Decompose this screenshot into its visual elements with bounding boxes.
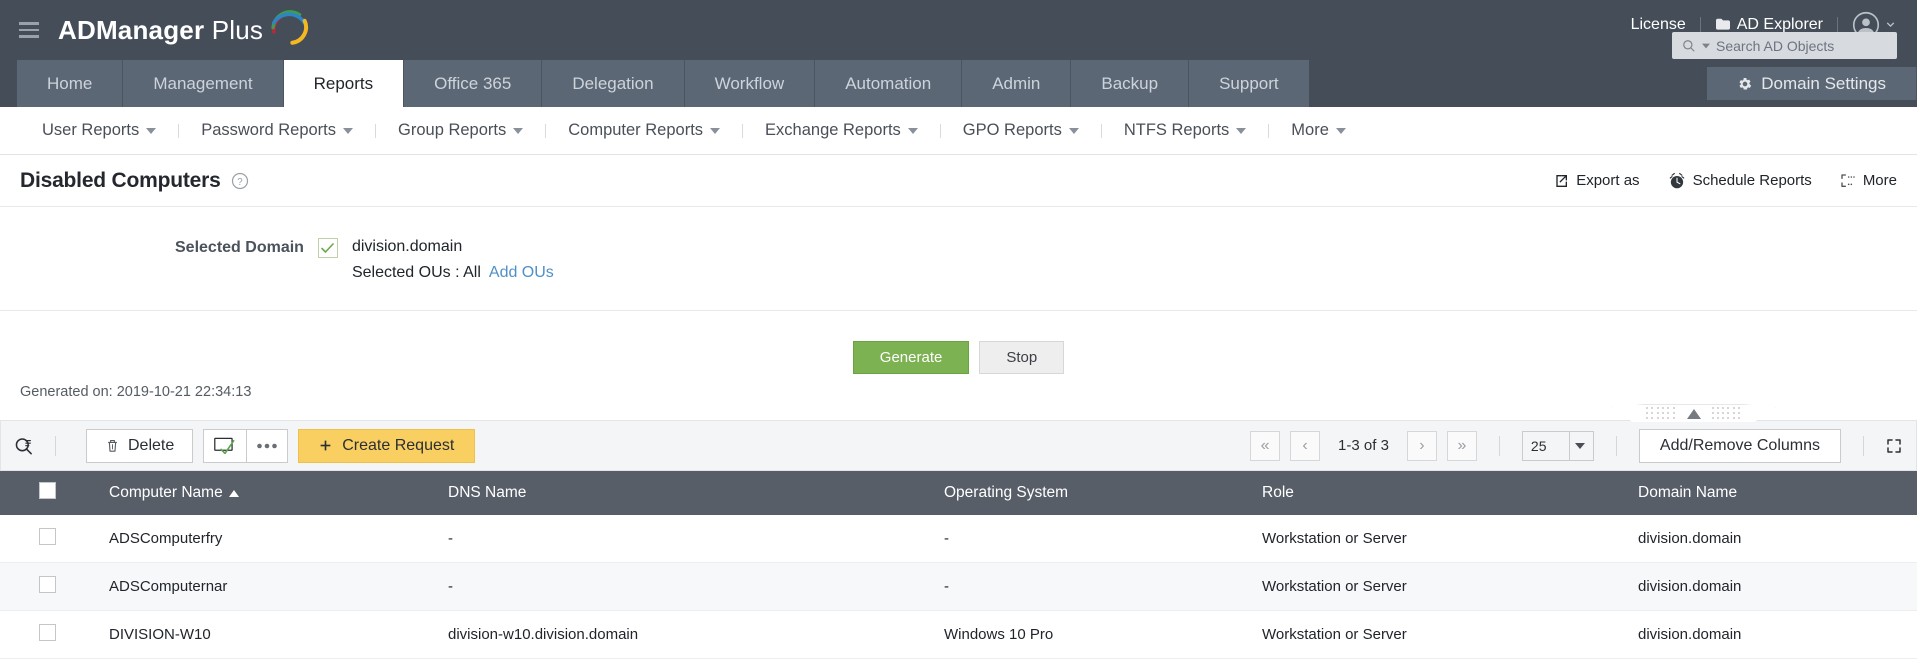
svg-text:?: ?	[237, 176, 243, 187]
